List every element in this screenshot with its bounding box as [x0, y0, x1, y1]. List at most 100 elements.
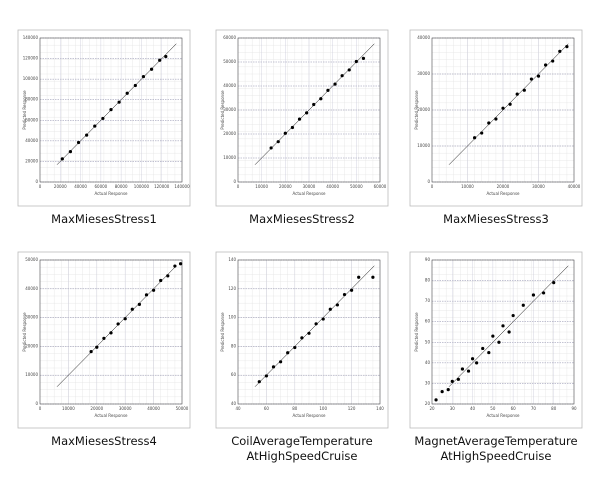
y-tick-label: 30000 [25, 315, 38, 320]
point [522, 88, 526, 92]
x-tick-label: 80000 [115, 184, 128, 189]
y-tick-label: 40 [231, 401, 237, 406]
x-tick-label: 120 [348, 406, 356, 411]
x-tick-label: 60 [511, 406, 517, 411]
point [357, 275, 361, 279]
point [480, 131, 484, 135]
point [137, 302, 141, 306]
x-tick-label: 90 [571, 406, 577, 411]
point [450, 379, 454, 383]
point [521, 303, 525, 307]
x-tick-label: 80 [551, 406, 557, 411]
point [475, 361, 479, 365]
x-tick-label: 30 [450, 406, 456, 411]
point [101, 116, 105, 121]
point [173, 264, 177, 268]
point [149, 67, 154, 71]
point [60, 157, 64, 161]
y-tick-label: 140 [228, 257, 236, 262]
y-tick-label: 20000 [417, 107, 430, 112]
y-tick-label: 30000 [223, 107, 236, 112]
y-axis-label: Predicted Response [414, 90, 419, 130]
point [89, 349, 93, 354]
point [565, 45, 569, 49]
point [511, 313, 515, 318]
point [164, 54, 168, 59]
y-tick-label: 120000 [23, 56, 39, 61]
plot-area [431, 37, 575, 183]
x-tick-label: 60 [264, 406, 270, 411]
point [300, 336, 304, 340]
point [361, 56, 366, 61]
point [328, 307, 332, 311]
y-tick-label: 0 [35, 179, 38, 184]
point [102, 336, 106, 340]
plot-area [237, 37, 381, 183]
y-tick-label: 100000 [23, 76, 39, 81]
x-tick-label: 40000 [147, 406, 160, 411]
x-tick-label: 0 [39, 406, 42, 411]
x-tick-label: 40000 [326, 184, 339, 189]
point [335, 303, 339, 307]
x-tick-label: 80 [292, 406, 298, 411]
point [264, 374, 268, 378]
point [501, 324, 505, 328]
x-tick-label: 20000 [497, 184, 510, 189]
point [460, 367, 465, 371]
point [342, 292, 347, 297]
y-axis-label: Predicted Response [220, 312, 225, 352]
x-tick-label: 40 [470, 406, 476, 411]
point [283, 131, 287, 135]
point [68, 150, 73, 154]
point [491, 334, 495, 338]
x-tick-label: 40000 [74, 184, 87, 189]
point [297, 117, 302, 121]
point [144, 293, 149, 297]
y-tick-label: 20000 [223, 131, 236, 136]
point [558, 49, 562, 53]
plot-area [39, 37, 183, 183]
y-tick-label: 90 [425, 257, 431, 262]
point [130, 307, 134, 311]
y-tick-label: 20 [425, 401, 431, 406]
point [470, 357, 475, 361]
point [473, 136, 477, 140]
point [466, 369, 471, 373]
y-tick-label: 30 [425, 380, 431, 385]
x-tick-label: 0 [237, 184, 240, 189]
plot-area [431, 259, 575, 405]
x-tick-label: 20 [429, 406, 435, 411]
y-tick-label: 80000 [25, 97, 38, 102]
y-tick-label: 70 [425, 298, 431, 303]
point [85, 133, 89, 137]
point [178, 262, 183, 266]
point [271, 365, 276, 369]
point [286, 351, 290, 355]
x-axis-label: Actual Response [292, 413, 326, 418]
y-tick-label: 140000 [23, 35, 39, 40]
point [109, 331, 113, 335]
x-tick-label: 30000 [119, 406, 132, 411]
reference-line [56, 43, 177, 165]
point [125, 91, 129, 95]
point [501, 106, 505, 110]
point [508, 102, 512, 106]
point [279, 360, 283, 364]
point [305, 111, 309, 115]
x-tick-label: 140 [376, 406, 384, 411]
point [347, 68, 351, 72]
x-tick-label: 100 [319, 406, 327, 411]
point [371, 275, 375, 279]
x-tick-label: 140000 [174, 184, 190, 189]
x-tick-label: 20000 [54, 184, 67, 189]
x-tick-label: 50000 [350, 184, 363, 189]
y-tick-label: 30000 [417, 71, 430, 76]
point [307, 331, 311, 335]
point [487, 350, 491, 355]
y-tick-label: 20000 [25, 343, 38, 348]
point [531, 293, 536, 297]
point [293, 345, 297, 350]
point [340, 74, 344, 78]
